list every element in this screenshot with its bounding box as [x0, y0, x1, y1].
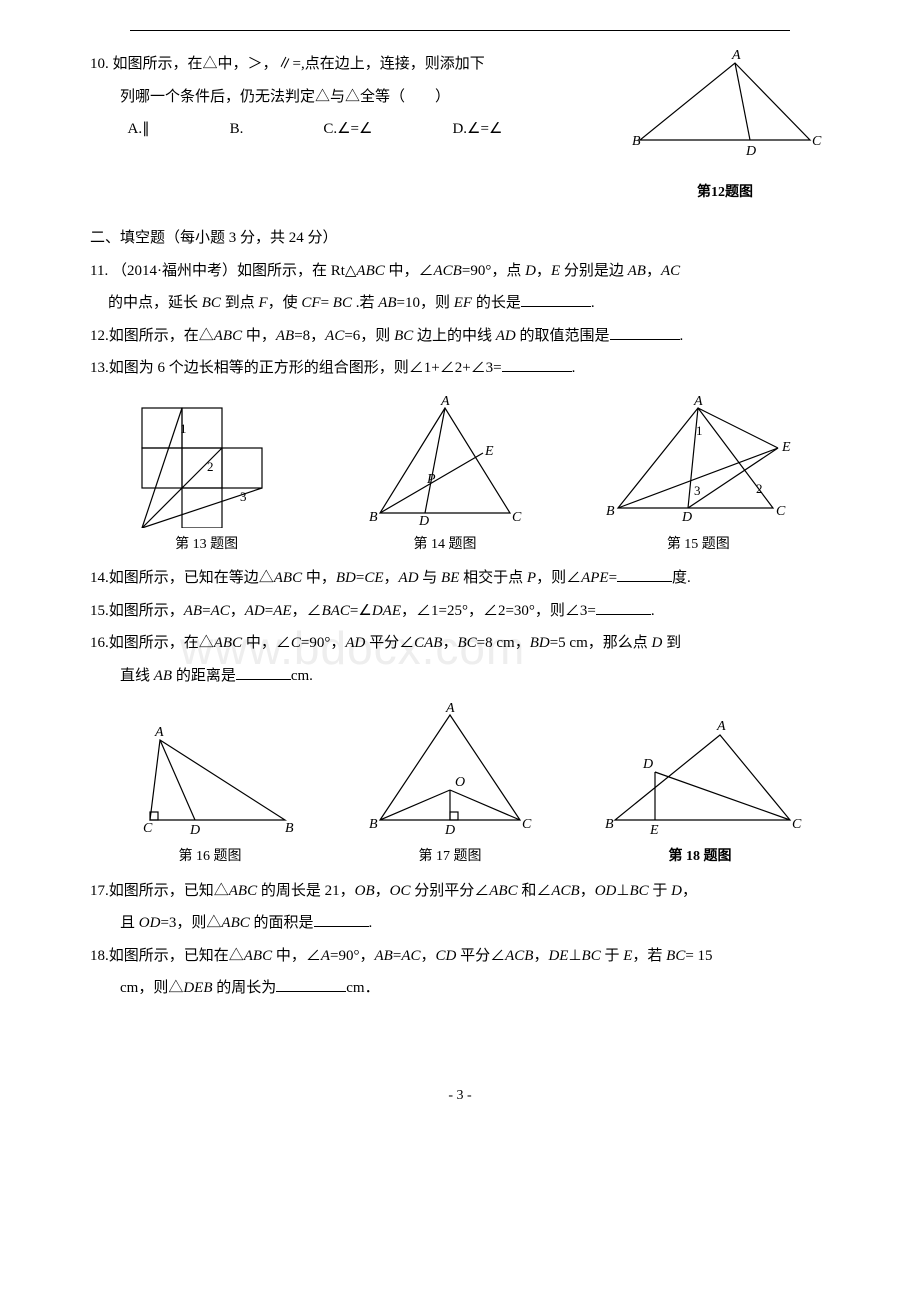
svg-text:2: 2 — [207, 459, 214, 474]
blank-18 — [276, 976, 346, 992]
question-16-line2: 直线 AB 的距离是cm. — [90, 662, 830, 691]
svg-text:A: A — [693, 394, 703, 409]
question-15: 15.如图所示，AB=AC，AD=AE，∠BAC=∠DAE，∠1=25°，∠2=… — [90, 597, 830, 626]
option-d: D.∠=∠ — [452, 115, 502, 144]
svg-text:2: 2 — [756, 481, 763, 496]
svg-text:3: 3 — [240, 489, 247, 504]
question-14: 14.如图所示，已知在等边△ABC 中，BD=CE，AD 与 BE 相交于点 P… — [90, 564, 830, 593]
blank-13 — [502, 356, 572, 372]
figure-14-caption: 第 14 题图 — [413, 532, 476, 559]
question-18-line2: cm，则△DEB 的周长为cm． — [90, 974, 830, 1003]
question-11-line1: 11. （2014·福州中考）如图所示，在 Rt△ABC 中，∠ACB=90°，… — [90, 257, 830, 286]
question-10-options: A.∥ B. C.∠=∠ D.∠=∠ — [90, 115, 610, 144]
svg-text:B: B — [369, 510, 378, 525]
figure-15-caption: 第 15 题图 — [667, 532, 730, 559]
blank-17 — [314, 911, 369, 927]
svg-text:C: C — [792, 817, 802, 832]
figure-16-caption: 第 16 题图 — [179, 844, 242, 871]
question-16-line1: 16.如图所示，在△ABC 中，∠C=90°，AD 平分∠CAB，BC=8 cm… — [90, 629, 830, 658]
section-2-title: 二、填空题（每小题 3 分，共 24 分） — [90, 224, 830, 253]
svg-text:D: D — [444, 823, 455, 838]
svg-text:D: D — [745, 144, 756, 159]
question-17-line1: 17.如图所示，已知△ABC 的周长是 21，OB，OC 分别平分∠ABC 和∠… — [90, 877, 830, 906]
figure-q12-caption: 第12题图 — [620, 180, 830, 207]
svg-text:B: B — [632, 134, 641, 149]
svg-text:E: E — [484, 444, 494, 459]
question-12: 12.如图所示，在△ABC 中，AB=8，AC=6，则 BC 边上的中线 AD … — [90, 322, 830, 351]
question-11-line2: 的中点，延长 BC 到点 F，使 CF= BC .若 AB=10，则 EF 的长… — [90, 289, 830, 318]
svg-text:B: B — [369, 817, 378, 832]
svg-text:1: 1 — [180, 421, 187, 436]
svg-text:A: A — [716, 719, 726, 734]
page-number: - 3 - — [90, 1083, 830, 1110]
figure-row-2: A C D B 第 16 题图 A B C D O 第 17 题图 — [90, 700, 830, 871]
svg-text:D: D — [642, 757, 653, 772]
svg-text:O: O — [455, 775, 465, 790]
header-rule — [130, 30, 790, 31]
svg-text:C: C — [776, 504, 786, 519]
svg-text:3: 3 — [694, 483, 701, 498]
figure-13: 1 2 3 第 13 题图 — [122, 393, 292, 559]
option-a: A.∥ — [128, 115, 150, 144]
svg-text:A: A — [440, 394, 450, 409]
svg-text:1: 1 — [696, 423, 703, 438]
svg-text:A: A — [154, 725, 164, 740]
svg-text:P: P — [426, 472, 436, 487]
option-c: C.∠=∠ — [323, 115, 372, 144]
svg-text:A: A — [445, 701, 455, 716]
figure-18-caption: 第 18 题图 — [669, 844, 732, 871]
figure-row-1: 1 2 3 第 13 题图 A B C D E P 第 14 题图 — [90, 393, 830, 559]
svg-text:E: E — [649, 823, 659, 838]
svg-text:B: B — [285, 821, 294, 836]
blank-14 — [617, 566, 672, 582]
svg-text:C: C — [143, 821, 153, 836]
figure-15: A B C D E 1 2 3 第 15 题图 — [598, 393, 798, 559]
blank-12 — [610, 324, 680, 340]
blank-16 — [236, 664, 291, 680]
question-13: 13.如图为 6 个边长相等的正方形的组合图形，则∠1+∠2+∠3=. — [90, 354, 830, 383]
question-18-line1: 18.如图所示，已知在△ABC 中，∠A=90°，AB=AC，CD 平分∠ACB… — [90, 942, 830, 971]
figure-17-caption: 第 17 题图 — [419, 844, 482, 871]
svg-text:D: D — [189, 823, 200, 838]
option-b: B. — [230, 115, 244, 144]
svg-text:B: B — [605, 817, 614, 832]
svg-text:B: B — [606, 504, 615, 519]
question-17-line2: 且 OD=3，则△ABC 的面积是. — [90, 909, 830, 938]
figure-16: A C D B 第 16 题图 — [115, 720, 305, 871]
svg-text:A: A — [731, 48, 741, 63]
figure-q12-side: B A D C 第12题图 — [620, 45, 830, 206]
svg-text:C: C — [522, 817, 532, 832]
svg-text:C: C — [512, 510, 522, 525]
figure-18: A B C D E 第 18 题图 — [595, 710, 805, 871]
svg-text:C: C — [812, 134, 822, 149]
svg-text:D: D — [418, 514, 429, 528]
figure-14: A B C D E P 第 14 题图 — [355, 393, 535, 559]
blank-11 — [521, 291, 591, 307]
svg-text:E: E — [781, 440, 791, 455]
blank-15 — [596, 599, 651, 615]
figure-13-caption: 第 13 题图 — [175, 532, 238, 559]
figure-17: A B C D O 第 17 题图 — [355, 700, 545, 871]
svg-text:D: D — [681, 510, 692, 525]
